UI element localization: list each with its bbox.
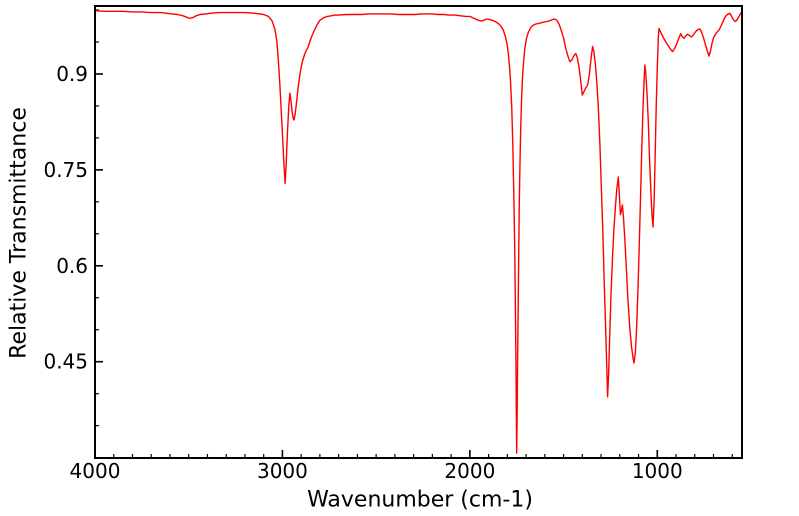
y-tick-label: 0.6 bbox=[56, 254, 88, 278]
x-tick-label: 3000 bbox=[257, 459, 308, 483]
y-tick-label: 0.45 bbox=[43, 350, 88, 374]
x-axis-title: Wavenumber (cm-1) bbox=[307, 487, 533, 513]
spectrum-curve bbox=[94, 10, 743, 454]
x-tick-label: 4000 bbox=[70, 459, 121, 483]
y-tick-label: 0.75 bbox=[43, 158, 88, 182]
y-tick-label: 0.9 bbox=[56, 62, 88, 86]
x-tick-label: 1000 bbox=[632, 459, 683, 483]
plot-border bbox=[94, 5, 743, 459]
y-axis-title: Relative Transmittance bbox=[6, 107, 32, 359]
x-tick-label: 2000 bbox=[444, 459, 495, 483]
